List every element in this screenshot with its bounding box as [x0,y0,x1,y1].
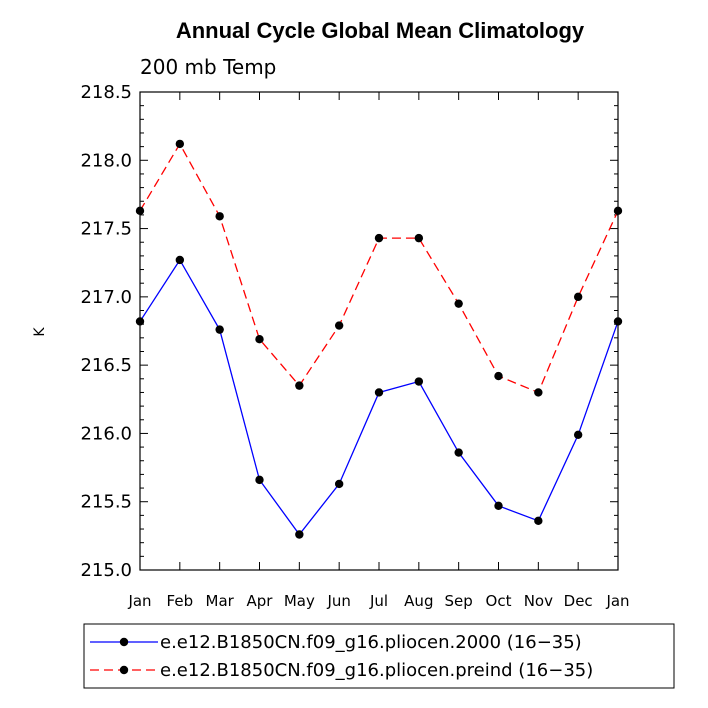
legend-label-2: e.e12.B1850CN.f09_g16.pliocen.preind (16… [160,660,593,681]
series-2-point [175,139,185,149]
plot-series [135,139,623,539]
chart-subtitle: 200 mb Temp [140,55,276,79]
x-tick-label: Jun [326,592,350,610]
series-line-1 [139,258,619,536]
x-tick-label: Mar [206,592,235,610]
series-1-point [414,377,424,386]
series-1-point [454,448,463,457]
series-1-point [334,479,344,489]
legend-label-1: e.e12.B1850CN.f09_g16.pliocen.2000 (16−3… [160,632,582,653]
series-line-2 [139,142,619,394]
series-2-point [334,321,344,330]
x-tick-label: Oct [486,592,512,610]
x-tick-label: Aug [404,592,433,610]
x-tick-label: Apr [247,592,274,610]
x-tick-label: Dec [564,592,593,610]
y-tick-label: 216.5 [80,355,132,376]
x-tick-label: Jul [369,592,388,610]
series-2-point [454,299,463,308]
series-2-point [414,233,424,243]
series-2-point [255,334,264,344]
plot-frame [139,91,619,571]
y-tick-label: 217.5 [80,219,132,240]
series-1-point [374,388,384,397]
y-tick-label: 218.0 [80,150,132,171]
series-2-point [494,371,503,381]
series-1-point [175,255,185,265]
y-tick-label: 218.5 [80,82,132,103]
y-tick-label: 216.0 [80,423,132,444]
x-tick-label: Feb [167,592,194,610]
series-1-point [613,317,623,326]
series-2-point [613,206,623,216]
legend: e.e12.B1850CN.f09_g16.pliocen.2000 (16−3… [83,623,675,689]
series-1-point [534,516,543,526]
x-tick-label: Jan [127,592,151,610]
x-tick-label: Jan [605,592,629,610]
legend-marker-2 [119,665,129,675]
legend-box [83,623,675,689]
chart-title: Annual Cycle Global Mean Climatology [176,18,585,43]
series-1-point [255,475,264,485]
series-2-point [295,381,304,390]
axes: 215.0 215.5 216.0 216.5 217.0 217.5 218.0 218.5… [80,82,629,610]
y-tick-label: 215.0 [80,560,132,581]
series-2-point [573,292,583,302]
x-tick-label: Nov [524,592,553,610]
series-1-point [215,325,224,334]
series-2-point [374,233,384,243]
series-2-point [534,388,543,397]
series-1-point [573,430,583,439]
x-tick-label: Sep [445,592,473,610]
y-tick-label: 215.5 [80,492,132,513]
y-tick-label: 217.0 [80,287,132,308]
series-1-point [135,317,145,326]
legend-marker-1 [119,637,129,647]
series-1-point [494,501,503,511]
series-1-point [295,530,304,539]
series-2-point [135,206,145,216]
series-2-point [215,212,224,221]
x-tick-label: May [284,592,315,610]
y-axis-label: K [32,327,48,337]
